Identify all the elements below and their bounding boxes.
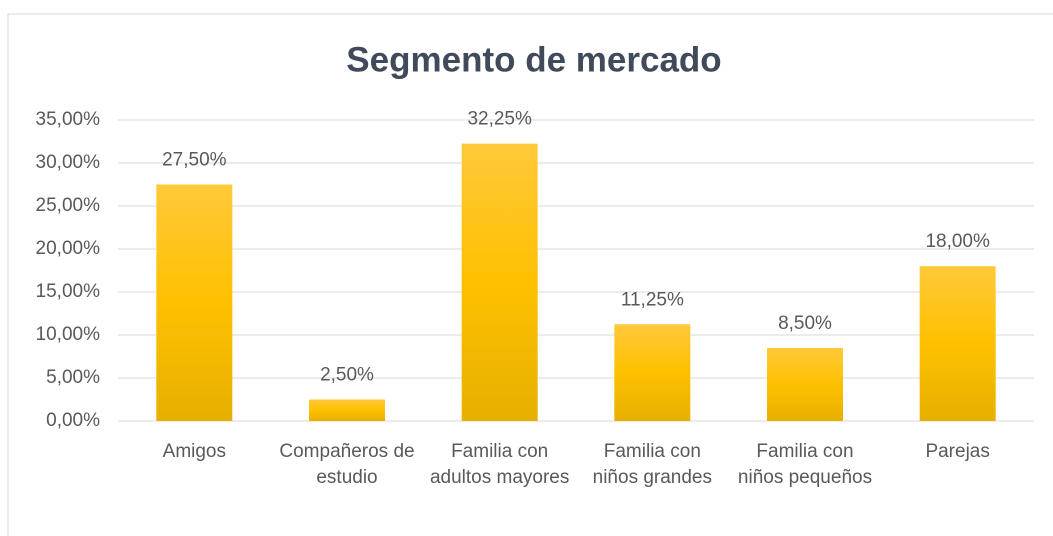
bar: [767, 347, 843, 421]
x-tick-label: Familia con adultos mayores: [429, 441, 570, 488]
data-label: 8,50%: [778, 313, 832, 334]
x-tick-label: Familia con niños pequeños: [737, 441, 873, 488]
bar: [156, 184, 233, 421]
x-tick-label: Compañeros de estudio: [279, 441, 415, 488]
x-tick-label: Familia con niños grandes: [592, 441, 713, 488]
chart-title: Segmento de mercado: [346, 40, 721, 79]
data-label: 11,25%: [621, 289, 684, 310]
data-label: 32,25%: [467, 109, 532, 130]
y-tick-label: 10,00%: [36, 324, 101, 345]
x-tick-label: Amigos: [162, 441, 226, 462]
y-tick-label: 35,00%: [36, 109, 101, 130]
y-tick-label: 20,00%: [36, 238, 101, 259]
y-tick-label: 5,00%: [46, 367, 100, 388]
data-label: 27,50%: [162, 150, 227, 171]
y-tick-label: 25,00%: [36, 195, 101, 216]
bar: [919, 266, 996, 421]
bar: [309, 399, 385, 421]
bar: [461, 143, 538, 421]
x-tick-label: Parejas: [925, 441, 990, 462]
y-tick-label: 0,00%: [46, 410, 100, 431]
bar: [614, 324, 691, 421]
y-tick-label: 15,00%: [36, 281, 101, 302]
data-label: 18,00%: [925, 231, 990, 252]
data-label: 2,50%: [320, 365, 374, 386]
y-tick-label: 30,00%: [36, 152, 101, 173]
